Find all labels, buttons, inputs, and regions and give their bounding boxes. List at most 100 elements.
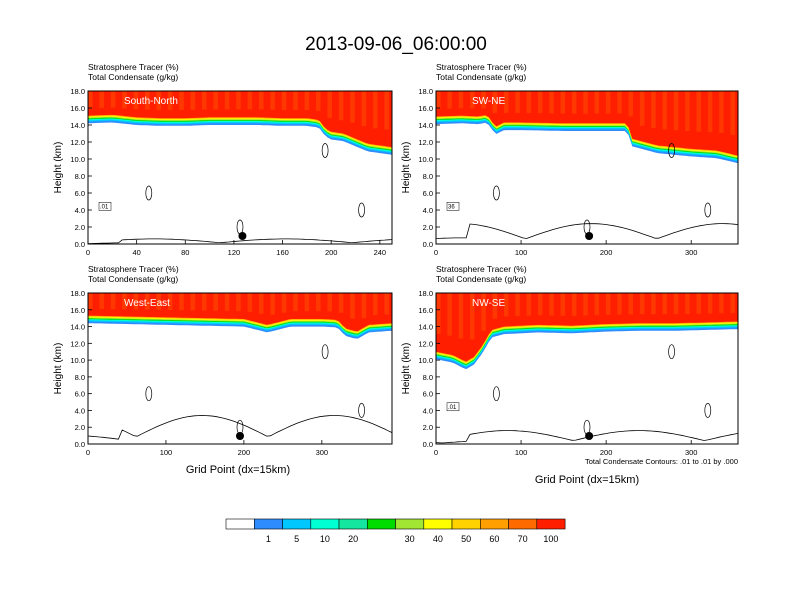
panel-header-line: Total Condensate (g/kg) <box>436 72 526 82</box>
tracer-streak <box>696 91 702 132</box>
tracer-field <box>88 91 392 244</box>
y-tick-label: 0.0 <box>423 240 433 249</box>
plot-frame <box>87 292 393 445</box>
tracer-streak <box>304 91 310 111</box>
y-tick-label: 6.0 <box>75 390 85 399</box>
tracer-streak <box>122 91 127 109</box>
location-marker <box>236 432 244 440</box>
condensate-contour <box>321 143 329 158</box>
tracer-streak <box>583 293 588 316</box>
tracer-streak <box>338 91 344 121</box>
location-marker <box>585 432 594 440</box>
tracer-streak <box>469 293 475 340</box>
tracer-streak <box>99 293 104 310</box>
colorbar-label: 100 <box>543 534 558 544</box>
y-tick-label: 16.0 <box>70 104 85 113</box>
y-tick-label: 2.0 <box>423 223 433 232</box>
y-tick-label: 12.0 <box>70 138 85 147</box>
tracer-streak <box>605 91 611 114</box>
y-tick-label: 12.0 <box>418 138 433 147</box>
tracer-streak <box>327 293 332 312</box>
colorbar-swatch <box>366 518 396 530</box>
tracer-streak <box>304 293 310 312</box>
tracer-streak <box>350 293 355 319</box>
tracer-streak <box>316 293 321 312</box>
condensate-contour <box>321 344 329 360</box>
tracer-band-8 <box>88 293 392 332</box>
tracer-streak <box>481 293 486 331</box>
tracer-streak <box>549 293 554 316</box>
tracer-streak <box>156 91 161 110</box>
tracer-streak <box>560 91 566 114</box>
tracer-streak <box>628 293 634 315</box>
tracer-streak <box>259 91 264 110</box>
tracer-streak <box>458 91 464 109</box>
tracer-streak <box>537 91 543 114</box>
tracer-streak <box>707 293 713 314</box>
colorbar-swatch <box>338 518 368 530</box>
tracer-streak <box>436 293 441 335</box>
y-axis-label: Height (km) <box>401 343 412 395</box>
tracer-streak <box>447 91 452 109</box>
colorbar-label: 40 <box>433 534 443 544</box>
panel-label: SW-NE <box>472 96 505 107</box>
panel-west-east: West-East Stratosphere Tracer (%)Total Co… <box>53 264 393 457</box>
tracer-streak <box>224 91 230 110</box>
tracer-streak <box>537 293 543 316</box>
x-axis-label-left: Grid Point (dx=15km) <box>186 464 290 476</box>
y-tick-label: 14.0 <box>70 121 85 130</box>
colorbar-swatch <box>508 518 538 530</box>
tracer-streak <box>202 91 207 110</box>
tracer-streak <box>384 91 389 130</box>
tracer-streak <box>583 91 588 114</box>
panel-header-line: Total Condensate (g/kg) <box>88 72 178 82</box>
y-tick-label: 10.0 <box>70 155 85 164</box>
plot-frame <box>87 90 393 245</box>
y-tick-label: 16.0 <box>418 104 433 113</box>
tracer-streak <box>133 293 139 310</box>
tracer-streak <box>730 91 735 135</box>
colorbar-label: 70 <box>518 534 528 544</box>
tracer-band-8 <box>436 91 738 156</box>
x-tick-label: 0 <box>434 248 438 257</box>
tracer-streak <box>617 91 622 114</box>
colorbar-label: 50 <box>461 534 471 544</box>
tracer-streak <box>594 91 600 114</box>
x-tick-label: 200 <box>600 248 613 257</box>
y-tick-label: 10.0 <box>418 155 433 164</box>
figure-title: 2013-09-06_06:00:00 <box>305 34 487 55</box>
contour-label: 36 <box>448 204 455 210</box>
tracer-field <box>88 293 392 444</box>
y-tick-label: 4.0 <box>423 406 433 415</box>
x-tick-label: 200 <box>600 448 613 457</box>
panel-label: West-East <box>124 298 170 309</box>
tracer-streak <box>719 293 724 314</box>
panel-header-line: Stratosphere Tracer (%) <box>88 264 179 274</box>
colorbar-swatch <box>536 518 566 530</box>
tracer-streak <box>281 91 287 111</box>
tracer-streak <box>190 293 196 311</box>
y-tick-label: 12.0 <box>70 339 85 348</box>
x-tick-label: 0 <box>86 448 90 457</box>
tracer-streak <box>662 293 668 315</box>
colorbar-label: 5 <box>294 534 299 544</box>
colorbar-swatch <box>423 518 453 530</box>
tracer-streak <box>270 91 275 110</box>
y-tick-label: 6.0 <box>423 189 433 198</box>
y-tick-label: 2.0 <box>75 423 85 432</box>
y-tick-label: 6.0 <box>75 189 85 198</box>
tracer-streak <box>167 293 173 311</box>
panel-nw-se: .01 NW-SE Stratosphere Tracer (%)Total Con… <box>401 264 739 457</box>
condensate-contour <box>358 202 365 218</box>
tracer-streak <box>651 91 656 128</box>
y-tick-label: 14.0 <box>418 323 433 332</box>
y-tick-label: 10.0 <box>70 356 85 365</box>
tracer-streak <box>628 91 634 117</box>
tracer-streak <box>88 293 93 309</box>
x-tick-label: 300 <box>685 248 698 257</box>
tracer-streak <box>617 293 622 315</box>
contour-label: .01 <box>100 204 109 210</box>
y-tick-label: 10.0 <box>418 356 433 365</box>
tracer-streak <box>515 293 520 317</box>
tracer-streak <box>447 293 452 336</box>
